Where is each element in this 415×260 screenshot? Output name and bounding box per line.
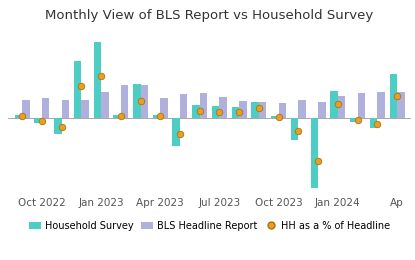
Point [117,114,124,118]
Bar [291,118,298,140]
Bar [397,92,405,118]
Point [374,122,381,126]
Bar [298,100,306,118]
Bar [153,115,160,118]
Bar [15,115,22,118]
Bar [74,61,81,118]
Point [275,115,282,119]
Bar [330,90,338,118]
Bar [160,98,168,118]
Bar [192,105,200,118]
Bar [121,85,128,118]
Point [216,109,223,114]
Point [334,102,341,106]
Bar [173,118,180,146]
Bar [212,106,220,118]
Bar [42,98,49,118]
Bar [200,93,207,118]
Bar [61,100,69,118]
Bar [101,92,109,118]
Bar [350,118,358,122]
Point [157,114,164,118]
Bar [338,96,345,118]
Bar [259,102,266,118]
Bar [370,118,377,128]
Point [98,74,104,78]
Bar [113,115,121,118]
Bar [34,118,42,123]
Point [295,129,302,133]
Point [177,132,183,136]
Bar [358,93,365,118]
Bar [239,101,247,118]
Bar [278,103,286,118]
Legend: Household Survey, BLS Headline Report, HH as a % of Headline: Household Survey, BLS Headline Report, H… [25,217,394,235]
Bar [377,92,385,118]
Point [394,94,400,98]
Point [78,84,85,88]
Point [19,114,25,118]
Bar [271,116,278,118]
Bar [390,74,397,118]
Point [256,106,262,110]
Bar [251,102,259,118]
Point [196,109,203,113]
Bar [54,118,61,134]
Point [236,110,242,114]
Bar [318,102,326,118]
Bar [81,100,89,118]
Bar [310,118,318,188]
Point [354,118,361,122]
Bar [220,97,227,118]
Bar [133,84,141,118]
Bar [141,85,148,118]
Point [58,125,65,129]
Point [137,99,144,103]
Title: Monthly View of BLS Report vs Household Survey: Monthly View of BLS Report vs Household … [46,9,374,22]
Bar [232,107,239,118]
Point [315,159,322,163]
Bar [93,42,101,118]
Bar [180,94,188,118]
Bar [22,100,29,118]
Point [39,119,45,123]
